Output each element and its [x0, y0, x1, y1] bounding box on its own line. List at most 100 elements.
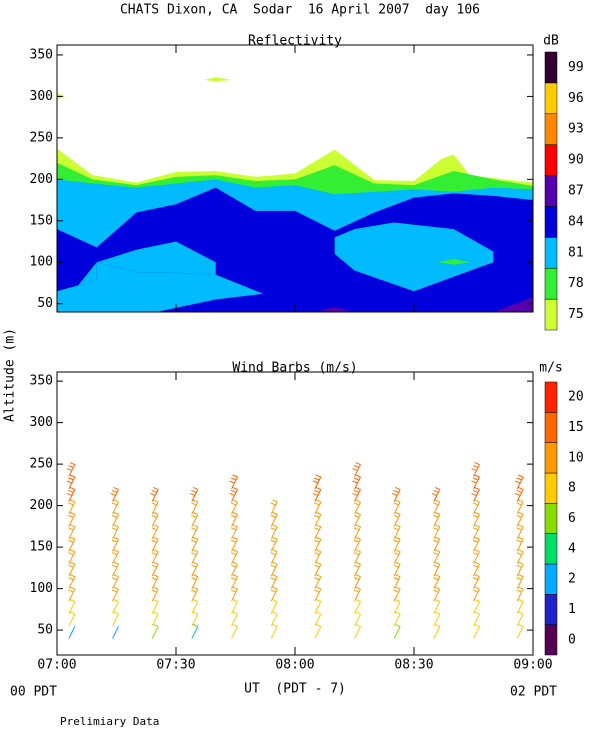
barb-feather	[191, 502, 197, 506]
colorbar-label: 0	[568, 632, 576, 647]
barb-staff	[393, 588, 401, 602]
wind-barb	[68, 599, 76, 614]
wind-barb	[111, 536, 119, 552]
barb-staff	[314, 613, 322, 627]
barb-feather	[352, 480, 358, 484]
barb-feather	[474, 536, 480, 540]
barb-staff	[433, 563, 441, 577]
barb-feather	[474, 524, 480, 528]
wind-barb	[516, 549, 524, 564]
wind-barb	[391, 487, 401, 502]
barb-staff	[270, 563, 278, 577]
barb-feather	[353, 577, 360, 581]
contour-region	[437, 258, 470, 265]
barb-feather	[474, 599, 480, 602]
wind-barb	[516, 561, 524, 577]
wind-barb	[68, 586, 76, 602]
barb-staff	[270, 526, 278, 540]
barb-feather	[434, 549, 441, 553]
barb-feather	[232, 511, 238, 515]
wind-barb	[433, 574, 441, 589]
barb-staff	[231, 576, 238, 589]
barb-feather	[230, 477, 237, 481]
wind-barb	[66, 487, 76, 502]
barb-feather	[270, 552, 276, 556]
wind-barb	[472, 586, 480, 602]
y-tick-label: 300	[30, 89, 53, 104]
wind-barb	[191, 536, 199, 552]
barb-feather	[68, 490, 74, 493]
wind-barb	[151, 574, 159, 589]
wind-barb	[312, 487, 322, 502]
barb-feather	[471, 480, 477, 484]
wind-barb	[433, 499, 441, 515]
wind-barb	[151, 586, 159, 602]
contour-region	[493, 297, 533, 312]
colorbar-box	[544, 267, 558, 300]
barb-feather	[111, 527, 118, 531]
wind-barb	[68, 574, 76, 589]
barb-feather	[393, 564, 399, 568]
barb-staff	[433, 601, 441, 614]
barb-staff	[68, 613, 76, 627]
wind-barb	[352, 474, 361, 490]
barb-feather	[69, 474, 76, 478]
wind-barb	[230, 524, 238, 540]
barb-feather	[151, 527, 157, 531]
colorbar-box	[544, 381, 558, 413]
barb-staff	[433, 526, 441, 540]
barb-feather	[517, 524, 524, 528]
barb-feather	[153, 599, 159, 602]
barb-feather	[153, 586, 159, 590]
colorbar-box	[544, 533, 558, 565]
barb-feather	[192, 524, 199, 528]
wind-barb	[270, 561, 278, 577]
wind-barb	[353, 561, 361, 577]
barb-feather	[516, 477, 522, 481]
barb-staff	[112, 576, 119, 589]
wind-barb	[68, 561, 76, 577]
barb-feather	[434, 536, 441, 540]
colorbar-box	[544, 624, 558, 656]
barb-staff	[112, 626, 119, 639]
colorbar-label: 1	[568, 602, 576, 617]
barb-staff	[231, 539, 238, 552]
barb-feather	[314, 527, 320, 531]
wind-barb	[433, 511, 441, 527]
colorbar-label: 8	[568, 481, 576, 496]
barb-feather	[391, 493, 398, 496]
barb-staff	[68, 551, 76, 564]
barb-staff	[354, 588, 361, 602]
wind-barb	[66, 474, 76, 490]
wind-barb	[151, 611, 159, 627]
colorbar-label: 87	[568, 184, 584, 199]
barb-feather	[315, 611, 322, 615]
barb-staff	[516, 626, 524, 639]
y-tick-label: 200	[30, 172, 53, 187]
barb-feather	[315, 549, 322, 553]
barb-feather	[314, 589, 320, 593]
barb-feather	[355, 487, 361, 490]
barb-feather	[434, 599, 441, 602]
wind-barb	[270, 524, 278, 540]
wind-barb	[472, 499, 480, 515]
barb-feather	[230, 490, 237, 493]
barb-feather	[314, 539, 320, 543]
barb-feather	[517, 611, 524, 615]
wind-barb	[151, 599, 159, 614]
barb-feather	[68, 577, 74, 581]
wind-barb	[189, 487, 199, 502]
barb-feather	[230, 502, 237, 506]
wind-barb	[230, 549, 238, 564]
barb-feather	[113, 561, 119, 565]
barb-feather	[433, 502, 439, 506]
wind-barb	[270, 511, 278, 527]
barb-feather	[355, 611, 361, 615]
x-tick-label: 07:00	[37, 658, 76, 673]
barb-staff	[354, 626, 361, 639]
barb-feather	[232, 536, 238, 540]
wind-barb	[471, 474, 480, 490]
barb-feather	[315, 574, 322, 578]
barb-staff	[68, 563, 76, 577]
barb-staff	[112, 526, 119, 540]
